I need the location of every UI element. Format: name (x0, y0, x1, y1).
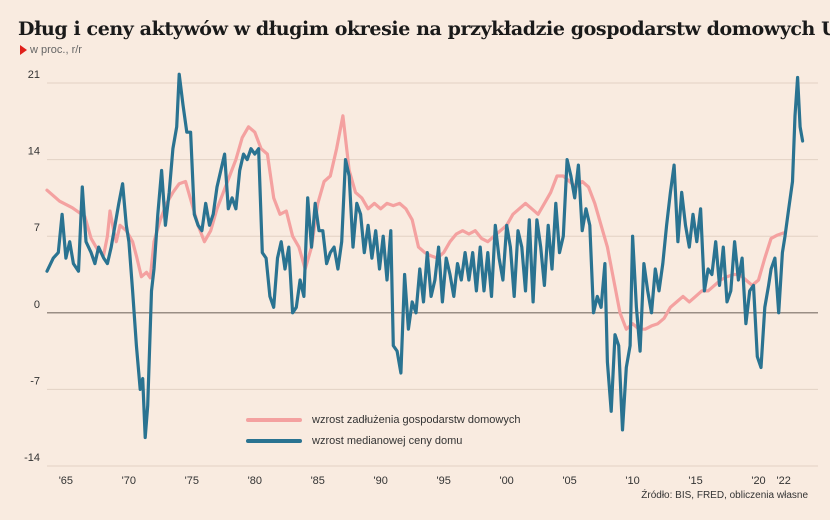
y-tick-label: -14 (24, 452, 40, 464)
x-tick-label: '95 (437, 475, 451, 487)
y-tick-label: 0 (34, 299, 40, 311)
legend-label-debt: wzrost zadłużenia gospodarstw domowych (312, 413, 521, 426)
series-layer (45, 72, 805, 440)
x-tick-label: '90 (374, 475, 388, 487)
labels-layer: 21 14 7 0 -7 -14 '65 '70 '75 '80 '85 '90 '95 '00 '05 '1… (24, 69, 791, 487)
x-tick-label: '05 (562, 475, 576, 487)
legend-item-price: wzrost medianowej ceny domu (246, 430, 521, 451)
x-tick-label: '80 (248, 475, 262, 487)
source-note: Źródło: BIS, FRED, obliczenia własne (641, 490, 808, 501)
x-tick-label: '20 (751, 475, 765, 487)
y-tick-label: -7 (30, 375, 40, 387)
y-tick-label: 7 (34, 222, 40, 234)
legend-label-price: wzrost medianowej ceny domu (312, 434, 463, 447)
y-tick-label: 14 (28, 146, 40, 158)
legend-swatch-price (246, 438, 302, 443)
y-tick-label: 21 (28, 69, 40, 81)
chart-subtitle: w proc., r/r (20, 44, 82, 56)
x-tick-label: '22 (777, 475, 791, 487)
legend-swatch-debt (246, 417, 302, 422)
x-tick-label: '70 (122, 475, 136, 487)
x-tick-label: '00 (499, 475, 513, 487)
legend-item-debt: wzrost zadłużenia gospodarstw domowych (246, 409, 521, 430)
x-tick-label: '15 (688, 475, 702, 487)
x-tick-label: '65 (59, 475, 73, 487)
red-triangle-icon (20, 45, 27, 55)
x-tick-label: '75 (185, 475, 199, 487)
x-tick-label: '10 (625, 475, 639, 487)
x-tick-label: '85 (311, 475, 325, 487)
series-line-price (45, 72, 805, 440)
unit-label: w proc., r/r (30, 44, 82, 56)
legend: wzrost zadłużenia gospodarstw domowych w… (246, 409, 521, 451)
chart-title: Dług i ceny aktywów w długim okresie na … (18, 18, 830, 40)
